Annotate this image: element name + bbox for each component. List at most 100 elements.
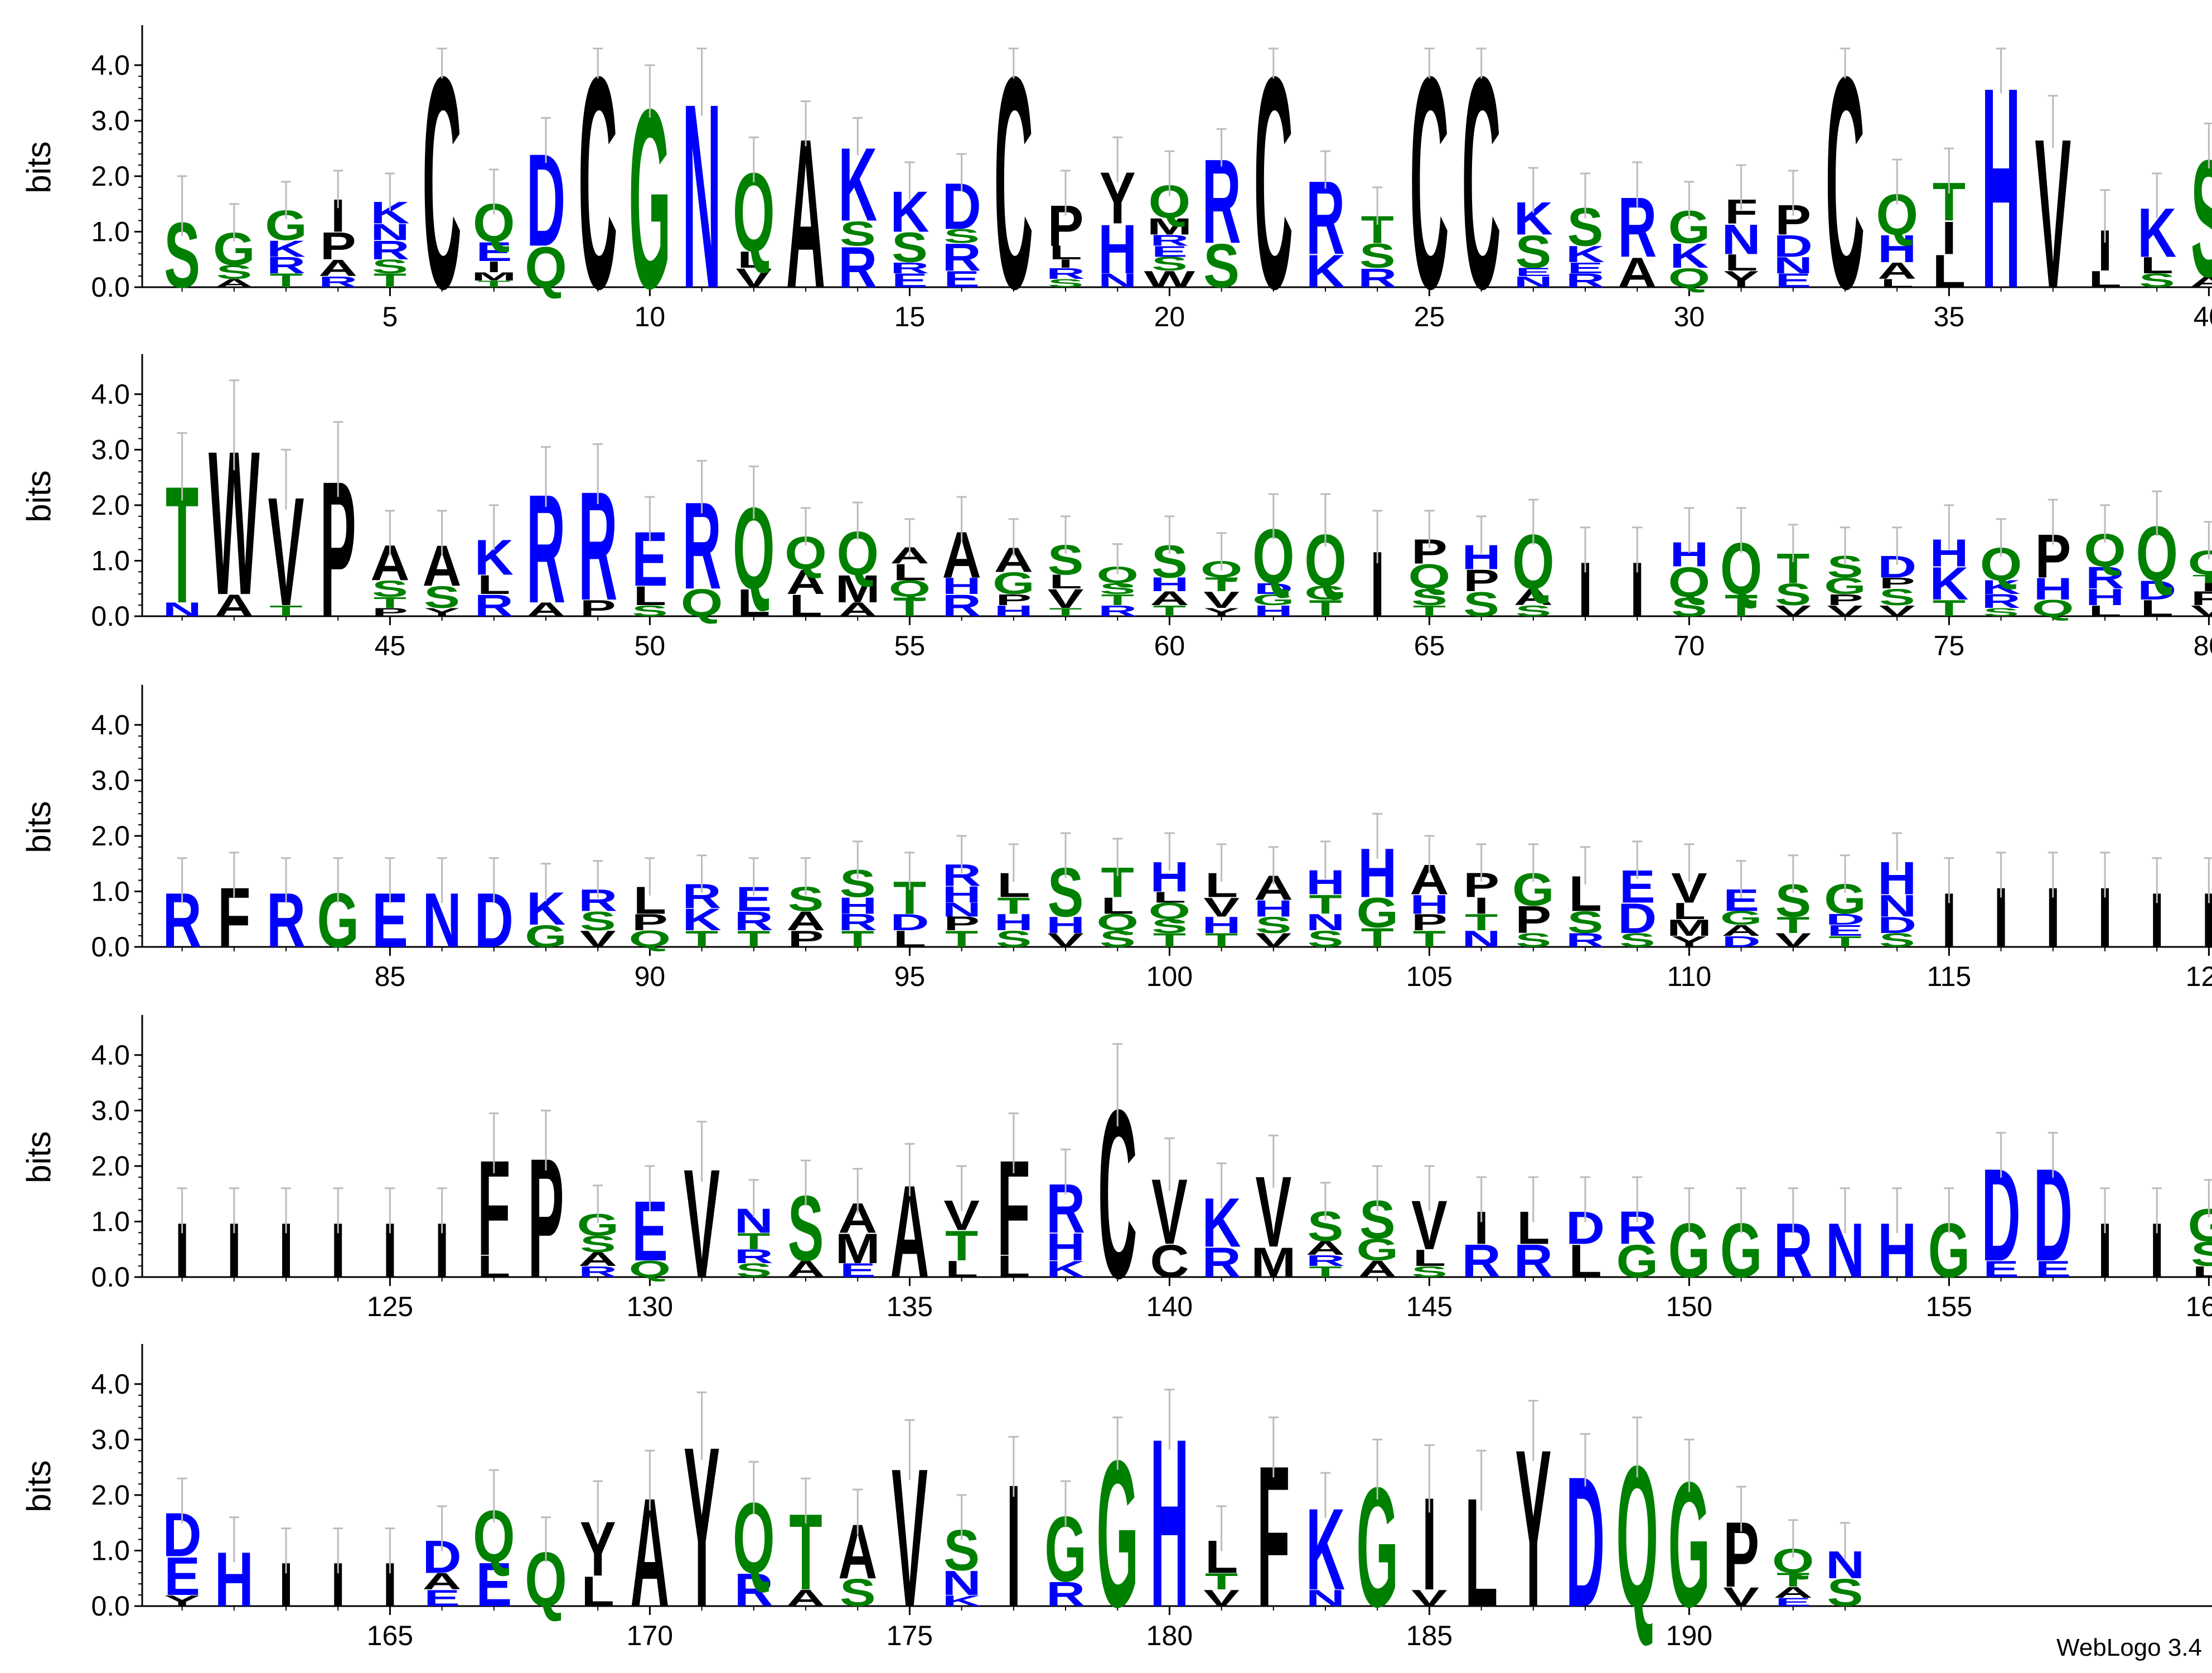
logo-letter: P <box>2191 588 2212 610</box>
logo-letter: P <box>788 926 824 952</box>
y-tick-label: 4.0 <box>91 1039 130 1071</box>
logo-letter: P <box>372 606 408 618</box>
logo-column: I <box>1006 1435 1021 1644</box>
logo-column: RHA <box>942 496 981 623</box>
logo-column: VST <box>1775 524 1812 620</box>
logo-column: LF <box>477 1112 510 1284</box>
logo-letter: P <box>1411 909 1448 935</box>
logo-column: I <box>1578 526 1593 633</box>
x-tick-label: 75 <box>1934 630 1965 661</box>
logo-column: I <box>1942 857 1957 964</box>
logo-letter: I <box>486 258 501 275</box>
logo-letter: L <box>737 246 770 273</box>
logo-letter: H <box>2034 572 2073 607</box>
logo-letter: T <box>2192 572 2212 585</box>
logo-column: LIT <box>1933 147 1966 297</box>
logo-letter: I <box>1474 892 1489 918</box>
logo-letter: H <box>1046 1226 1085 1269</box>
logo-letter: P <box>1515 898 1551 941</box>
logo-letter: T <box>477 279 510 289</box>
logo-letter: R <box>1566 270 1605 292</box>
logo-column: G <box>317 857 359 964</box>
logo-column: VSR <box>578 860 617 952</box>
x-tick-label: 135 <box>887 1291 933 1322</box>
logo-letter: N <box>1306 1585 1345 1611</box>
y-tick-label: 2.0 <box>91 490 130 521</box>
logo-letter: Q <box>1408 557 1451 596</box>
logo-letter: K <box>267 235 306 262</box>
logo-column: RST <box>1358 186 1397 293</box>
logo-letter: A <box>838 599 877 621</box>
y-axis-label: bits <box>20 1131 57 1183</box>
logo-letter: Y <box>1723 266 1759 292</box>
y-tick-label: 2.0 <box>91 1150 130 1182</box>
logo-letter: V <box>1203 587 1240 613</box>
logo-letter: V <box>1775 602 1811 620</box>
y-axis-label: bits <box>20 1460 57 1512</box>
logo-letter: I <box>2201 581 2212 593</box>
logo-letter: L <box>1049 571 1082 593</box>
logo-column: YED <box>163 1477 202 1609</box>
logo-column: QHP <box>2032 499 2074 621</box>
logo-letter: T <box>374 594 406 611</box>
logo-column: TRE <box>734 857 773 952</box>
logo-column: LD <box>1566 1176 1605 1287</box>
logo-column: LY <box>580 1480 616 1616</box>
logo-column: I <box>1630 526 1645 633</box>
logo-letter: V <box>1411 1585 1448 1611</box>
y-tick-label: 1.0 <box>91 1535 130 1566</box>
logo-letter: D <box>1826 911 1865 928</box>
x-tick-label: 70 <box>1674 630 1705 661</box>
logo-column: I <box>331 1187 346 1294</box>
logo-column: I <box>434 1187 449 1294</box>
logo-letter: T <box>1205 574 1238 596</box>
logo-letter: R <box>1566 930 1605 951</box>
y-tick-label: 2.0 <box>91 820 130 852</box>
x-tick-label: 180 <box>1146 1620 1193 1651</box>
logo-column: VP <box>1723 1486 1759 1612</box>
logo-letter: S <box>2191 1235 2212 1274</box>
logo-letter: Y <box>1671 933 1707 950</box>
x-tick-label: 115 <box>1927 961 1972 992</box>
logo-column: TGH <box>1356 813 1398 953</box>
logo-column: GK <box>525 863 567 954</box>
logo-letter: E <box>424 1585 460 1611</box>
logo-letter: N <box>942 1564 981 1603</box>
logo-column: YSA <box>423 510 462 618</box>
logo-letter: R <box>475 588 514 623</box>
logo-letter: L <box>477 1249 510 1284</box>
logo-letter: H <box>1254 895 1293 921</box>
logo-column: AMQ <box>835 501 880 621</box>
logo-letter: E <box>2035 1256 2071 1282</box>
logo-letter: T <box>997 892 1030 918</box>
logo-column: EAD <box>423 1505 462 1611</box>
logo-letter: A <box>1358 1256 1397 1282</box>
logo-letter: H <box>942 573 981 599</box>
logo-column: QPL <box>629 857 671 952</box>
logo-letter: L <box>1101 892 1134 918</box>
logo-letter: R <box>890 259 929 277</box>
logo-column: AR <box>1618 161 1657 297</box>
logo-column: H <box>1982 28 2021 349</box>
logo-letter: Q <box>1096 909 1139 935</box>
logo-column: SQH <box>1668 507 1710 622</box>
logo-letter: L <box>997 1249 1030 1284</box>
logo-letter: L <box>1725 249 1758 275</box>
logo-letter: E <box>164 1546 200 1607</box>
logo-letter: T <box>1205 1568 1238 1594</box>
logo-letter: G <box>1720 907 1762 929</box>
logo-letter: M <box>835 1225 880 1273</box>
logo-column: I <box>1993 852 2008 965</box>
logo-letter: S <box>2139 270 2175 292</box>
